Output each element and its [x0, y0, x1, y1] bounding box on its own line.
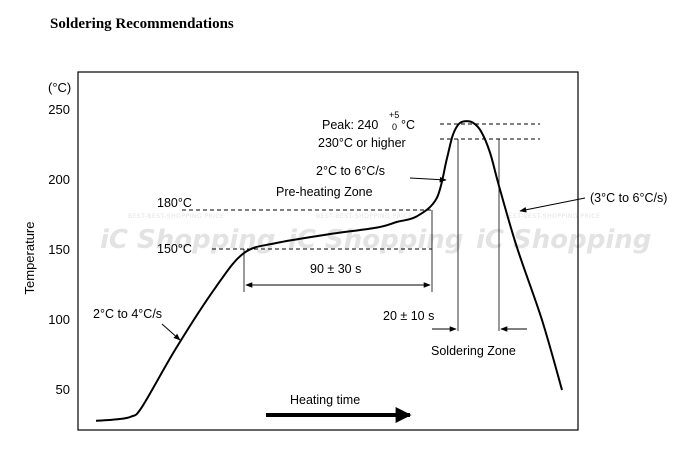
label-dwell-time: 20 ± 10 s [383, 309, 434, 323]
label-soldering-zone: Soldering Zone [431, 344, 516, 358]
watermark-group: iC Shopping BEST-BEST-SHOPPING PRICE iC … [100, 213, 651, 255]
y-axis-label: Temperature [22, 222, 37, 295]
label-ramp-rate: 2°C to 4°C/s [93, 307, 162, 321]
label-preheat-zone: Pre-heating Zone [276, 185, 373, 199]
rise-rate-leader [409, 176, 447, 183]
watermark-tagline-1: BEST-BEST-SHOPPING PRICE [128, 213, 224, 220]
peak-label-suffix: °C [401, 118, 415, 132]
y-tick-50: 50 [56, 382, 70, 397]
peak-label-prefix: Peak: 240 [322, 118, 378, 132]
peak-label-sup: +5 [389, 110, 399, 120]
label-heating-time: Heating time [290, 393, 360, 407]
watermark-tagline-2: BEST-BEST-SHOPPING PRICE [316, 213, 412, 220]
y-unit-label: (°C) [48, 80, 71, 95]
label-180: 180°C [157, 196, 192, 210]
y-tick-200: 200 [48, 172, 70, 187]
plot-frame [77, 71, 579, 431]
label-preheat-time: 90 ± 30 s [310, 262, 361, 276]
label-cool-rate: (3°C to 6°C/s) [590, 191, 667, 205]
peak-label: Peak: 240 +5 0 °C [322, 110, 415, 132]
ramp-rate-leader [161, 323, 181, 341]
y-tick-250: 250 [48, 102, 70, 117]
cool-rate-leader [519, 197, 586, 213]
y-tick-labels: 250 200 150 100 50 [48, 102, 70, 397]
label-rise-rate: 2°C to 6°C/s [316, 164, 385, 178]
watermark-tagline-3: BEST-BEST-SHOPPING PRICE [504, 213, 600, 220]
temperature-profile-line [95, 120, 563, 422]
y-tick-100: 100 [48, 312, 70, 327]
peak-label-sub: 0 [392, 122, 397, 132]
label-230-or-higher: 230°C or higher [318, 136, 406, 150]
label-150: 150°C [157, 242, 192, 256]
page-heading: Soldering Recommendations [50, 16, 234, 32]
y-tick-150: 150 [48, 242, 70, 257]
watermark-1: iC Shopping [100, 225, 275, 255]
watermark-2: iC Shopping [288, 225, 463, 255]
watermark-3: iC Shopping [476, 225, 651, 255]
